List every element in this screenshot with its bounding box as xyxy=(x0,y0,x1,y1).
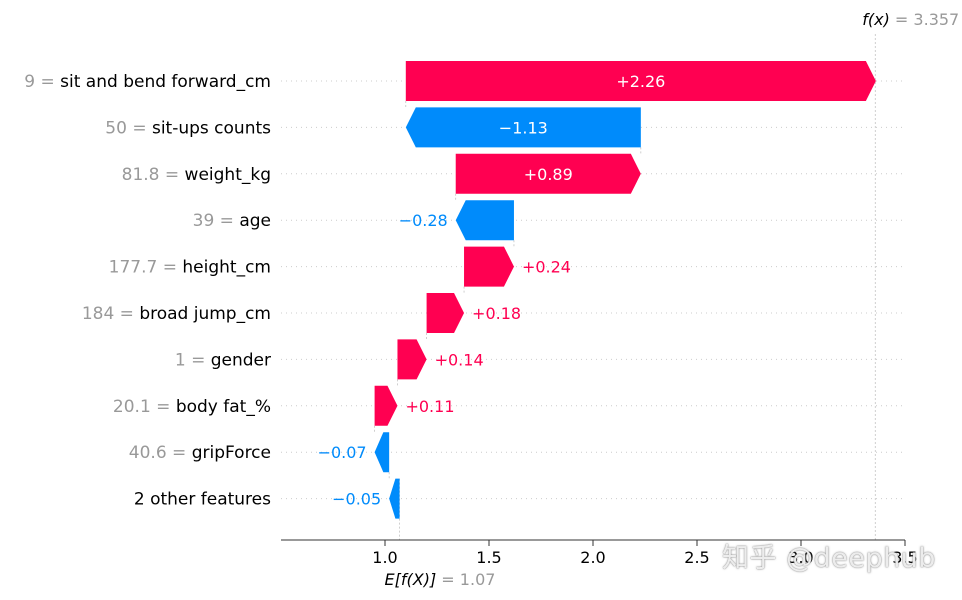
feature-label: 1 = gender xyxy=(175,350,271,370)
x-tick-label: 3.0 xyxy=(788,548,813,567)
feature-label: 40.6 = gripForce xyxy=(129,443,271,463)
feature-label: 50 = sit-ups counts xyxy=(105,118,271,138)
output-value-label: f(x) = 3.357 xyxy=(862,10,959,29)
positive-bar xyxy=(455,153,641,194)
x-axis: 1.0 1.5 2.0 2.5 3.0 3.5 E[f(X)] = 1.07 f(x) = 3… xyxy=(281,10,959,589)
feature-name: height_cm xyxy=(182,258,271,278)
bar-value-label: −0.05 xyxy=(332,490,381,509)
bars-layer xyxy=(374,61,876,519)
positive-bar xyxy=(397,339,427,380)
feature-name: broad jump_cm xyxy=(139,304,271,324)
feature-value: 20.1 = xyxy=(113,397,176,417)
bar-value-label: −0.28 xyxy=(399,211,448,230)
base-value-number: = 1.07 xyxy=(436,570,495,589)
feature-value: 177.7 = xyxy=(109,258,183,278)
feature-name: body fat_% xyxy=(176,397,271,417)
negative-bar xyxy=(389,478,400,519)
feature-label: 184 = broad jump_cm xyxy=(82,304,271,324)
positive-bar xyxy=(464,246,514,287)
feature-label: 2 other features xyxy=(134,490,271,510)
bar-value-label: +2.26 xyxy=(616,72,665,91)
feature-value: 39 = xyxy=(193,211,240,231)
feature-value: 9 = xyxy=(24,72,60,92)
feature-value: 81.8 = xyxy=(122,165,185,185)
labels-layer: +2.26 9 = sit and bend forward_cm −1.13 50 … xyxy=(24,72,665,510)
feature-label: 39 = age xyxy=(193,211,271,231)
feature-name: weight_kg xyxy=(185,165,271,185)
x-tick-label: 1.0 xyxy=(372,548,397,567)
x-tick-label: 2.5 xyxy=(684,548,709,567)
feature-name: age xyxy=(239,211,271,231)
negative-bar xyxy=(405,107,641,148)
positive-bar xyxy=(374,385,398,426)
feature-label: 20.1 = body fat_% xyxy=(113,397,271,417)
x-tick-label: 3.5 xyxy=(892,548,917,567)
bar-value-label: +0.24 xyxy=(522,258,571,277)
negative-bar xyxy=(374,432,390,473)
feature-label: 81.8 = weight_kg xyxy=(122,165,271,185)
bar-value-label: −0.07 xyxy=(318,443,367,462)
output-value-number: = 3.357 xyxy=(890,10,959,29)
watermark: 知乎 @deephub xyxy=(722,543,936,574)
feature-name: sit-ups counts xyxy=(152,118,271,138)
x-tick-label: 2.0 xyxy=(580,548,605,567)
feature-name: gripForce xyxy=(192,443,271,463)
positive-bar xyxy=(426,293,465,333)
output-value-symbol: f(x) xyxy=(862,10,890,29)
feature-label: 9 = sit and bend forward_cm xyxy=(24,72,271,92)
positive-bar xyxy=(405,61,876,101)
bar-value-label: +0.18 xyxy=(472,304,521,323)
feature-label: 177.7 = height_cm xyxy=(109,258,271,278)
x-tick-label: 1.5 xyxy=(476,548,501,567)
base-value-symbol: E[f(X)] xyxy=(385,570,437,589)
feature-value: 184 = xyxy=(82,304,140,324)
negative-bar xyxy=(455,200,514,241)
feature-value: 50 = xyxy=(105,118,152,138)
feature-name: gender xyxy=(211,350,271,370)
bar-value-label: +0.89 xyxy=(524,165,573,184)
feature-value: 1 = xyxy=(175,350,211,370)
feature-value: 40.6 = xyxy=(129,443,192,463)
bar-value-label: −1.13 xyxy=(499,118,548,137)
feature-name: sit and bend forward_cm xyxy=(60,72,271,92)
bar-value-label: +0.14 xyxy=(435,350,484,369)
feature-name: 2 other features xyxy=(134,490,271,510)
base-value-label: E[f(X)] = 1.07 xyxy=(385,570,496,589)
bar-value-label: +0.11 xyxy=(405,397,454,416)
